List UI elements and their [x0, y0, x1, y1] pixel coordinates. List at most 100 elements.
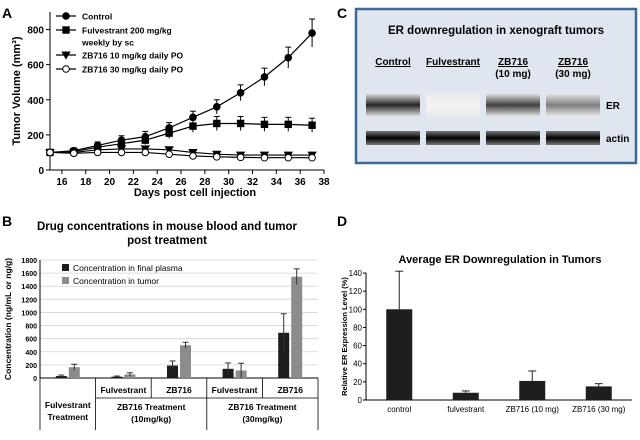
b-y-tick-label: 1000 [21, 310, 37, 317]
d-y-tick-label: 100 [349, 305, 363, 314]
a-data-point [165, 150, 173, 158]
a-data-point [260, 73, 269, 81]
a-legend-label: ZB716 10 mg/kg daily PO [82, 51, 183, 61]
d-y-tick-label: 140 [349, 269, 363, 278]
a-legend-label: ZB716 30 mg/kg daily PO [82, 65, 183, 75]
a-x-tick-label: 30 [223, 177, 235, 188]
d-bar [519, 380, 546, 400]
a-data-point [93, 148, 102, 157]
a-y-axis-label: Tumor Volume (mm³) [11, 36, 23, 145]
a-legend-marker [62, 26, 70, 34]
a-x-axis-label: Days post cell injection [134, 187, 257, 199]
a-x-tick-label: 28 [199, 177, 211, 188]
panel-b-bar-chart: Drug concentrations in mouse blood and t… [3, 221, 319, 430]
d-category-label: fulvestrant [447, 405, 485, 414]
a-legend-marker [62, 12, 70, 20]
panel-c-western-blot: ER downregulation in xenograft tumors Con… [354, 7, 638, 165]
b-legend-label: Concentration in tumor [73, 276, 159, 286]
a-data-point [260, 120, 269, 129]
b-legend-swatch [62, 264, 69, 271]
b-y-tick-label: 200 [25, 363, 37, 370]
a-data-point [308, 121, 316, 129]
b-y-tick-label: 400 [25, 350, 37, 357]
b-title: post treatment [127, 235, 207, 247]
c-band-er [486, 93, 540, 117]
a-series-line [49, 32, 313, 154]
c-band-actin [546, 131, 600, 145]
d-title: Average ER Downregulation in Tumors [399, 254, 602, 266]
panel-a-line-chart: 0 200 400 600 800 16 18 20 22 24 26 28 30 32 34 36 38 Day… [11, 12, 330, 200]
a-x-tick-label: 36 [295, 177, 307, 188]
a-data-point [141, 136, 150, 144]
a-series-line [49, 151, 313, 159]
d-y-tick-label: 60 [353, 342, 362, 351]
b-bar [291, 276, 303, 378]
b-group-label: Treatment [47, 412, 88, 422]
panel-d-bar-chart: Average ER Downregulation in Tumors 0 20 40… [340, 254, 632, 414]
a-data-point [284, 120, 292, 129]
c-band-er [546, 93, 600, 117]
a-data-point [164, 146, 174, 155]
a-data-point [213, 119, 221, 128]
a-y-tick-label: 400 [27, 96, 44, 107]
b-bar [68, 367, 80, 378]
a-x-tick-label: 34 [271, 177, 283, 188]
d-y-tick-label: 0 [358, 396, 363, 405]
c-band-actin [366, 131, 420, 145]
a-series-4 [46, 148, 316, 162]
a-data-point [189, 122, 197, 130]
c-lane-label: ZB716 [498, 57, 528, 68]
a-x-tick-label: 16 [56, 177, 68, 188]
b-category-label: ZB716 [166, 385, 192, 395]
b-y-tick-label: 0 [33, 376, 37, 383]
panel-label-b: B [2, 213, 12, 229]
a-y-tick-label: 800 [27, 26, 44, 37]
d-bar [585, 386, 612, 400]
a-x-tick-label: 32 [247, 177, 259, 188]
c-lane-label: (30 mg) [555, 69, 591, 80]
a-data-point [308, 29, 316, 37]
b-bar [180, 345, 191, 378]
c-lane-label: Control [375, 57, 411, 68]
b-group-label: ZB716 Treatment [228, 402, 297, 412]
b-title: Drug concentrations in mouse blood and t… [37, 221, 298, 233]
a-x-tick-label: 26 [175, 177, 187, 188]
a-data-point [236, 153, 245, 162]
b-y-tick-label: 1800 [21, 258, 37, 265]
b-y-tick-label: 1600 [21, 271, 37, 278]
a-y-tick-label: 600 [27, 61, 44, 72]
d-y-tick-label: 80 [353, 323, 362, 332]
b-legend-swatch [62, 277, 69, 284]
b-group-label: (30mg/kg) [242, 414, 282, 424]
c-band-actin [486, 131, 540, 145]
b-category-label: Fulvestrant [212, 385, 258, 395]
d-category-label: ZB716 (30 mg) [572, 405, 626, 414]
c-title: ER downregulation in xenograft tumors [388, 25, 604, 37]
a-legend: Control Fulvestrant 200 mg/kg weekly by sc… [56, 12, 183, 75]
a-x-tick-label: 20 [104, 177, 116, 188]
d-bar [452, 392, 479, 400]
d-y-tick-label: 120 [349, 287, 363, 296]
b-y-tick-label: 600 [25, 337, 37, 344]
a-legend-label: Fulvestrant 200 mg/kg [82, 26, 172, 36]
d-y-tick-label: 40 [353, 360, 362, 369]
c-lane-label: Fulvestrant [426, 57, 481, 68]
a-data-point [212, 153, 221, 161]
panel-label-a: A [2, 5, 12, 21]
b-group-label: (10mg/kg) [131, 414, 171, 424]
a-data-point [141, 148, 150, 157]
a-data-point [117, 148, 126, 157]
b-category-label: Fulvestrant [100, 385, 146, 395]
c-row-label-actin: actin [606, 134, 629, 145]
c-band-er [426, 93, 480, 117]
b-y-tick-label: 1400 [21, 284, 37, 291]
b-y-axis-label: Concentration (ng/mL or ng/g) [3, 258, 13, 380]
b-bar [124, 374, 136, 378]
a-x-tick-label: 24 [152, 177, 164, 188]
a-x-tick-label: 22 [128, 177, 140, 188]
panel-label-d: D [337, 213, 347, 229]
a-x-tick-label: 38 [318, 177, 330, 188]
d-bar [386, 309, 413, 400]
b-bar [278, 332, 290, 378]
